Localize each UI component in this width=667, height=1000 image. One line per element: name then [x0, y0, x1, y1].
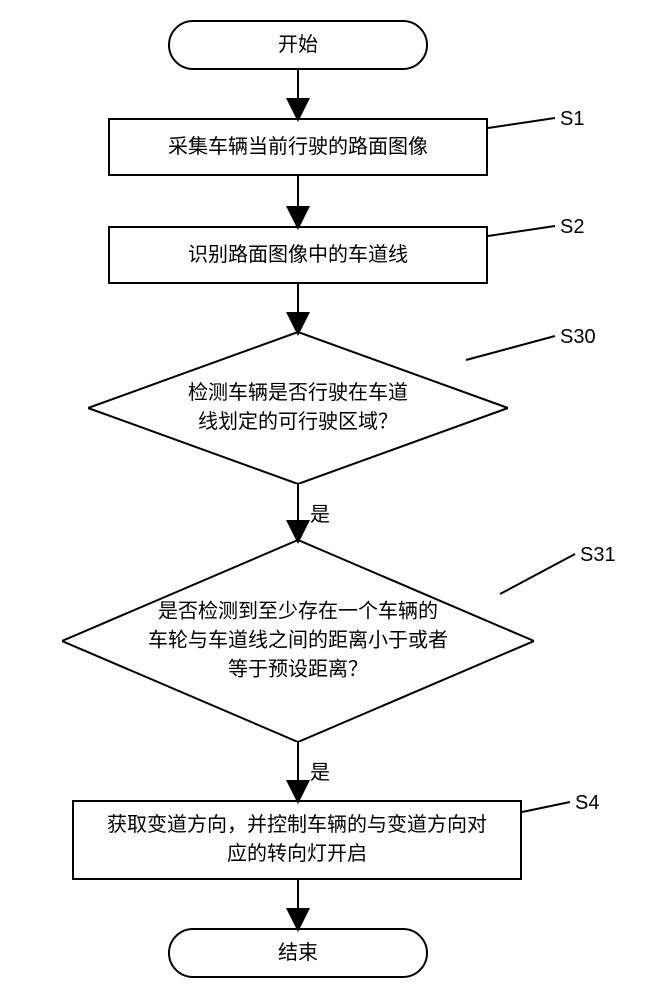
- s1-text: 采集车辆当前行驶的路面图像: [168, 133, 428, 162]
- step-label-s1: S1: [560, 108, 584, 131]
- edge-label-s30-yes: 是: [310, 498, 330, 527]
- decision-s31: 是否检测到至少存在一个车辆的车轮与车道线之间的距离小于或者等于预设距离？: [62, 540, 534, 742]
- s2-text: 识别路面图像中的车道线: [188, 241, 408, 270]
- flow-start: 开始: [168, 20, 428, 70]
- s31-text: 是否检测到至少存在一个车辆的车轮与车道线之间的距离小于或者等于预设距离？: [148, 601, 448, 681]
- start-text: 开始: [278, 31, 318, 60]
- s30-text: 检测车辆是否行驶在车道线划定的可行驶区域？: [188, 382, 408, 433]
- step-label-s4: S4: [575, 792, 599, 815]
- process-s2: 识别路面图像中的车道线: [108, 226, 488, 284]
- flow-end: 结束: [168, 928, 428, 978]
- edge-label-s31-yes: 是: [310, 756, 330, 785]
- s4-text: 获取变道方向，并控制车辆的与变道方向对应的转向灯开启: [107, 811, 487, 869]
- decision-s30: 检测车辆是否行驶在车道线划定的可行驶区域？: [88, 332, 508, 484]
- step-label-s31: S31: [580, 544, 616, 567]
- process-s4: 获取变道方向，并控制车辆的与变道方向对应的转向灯开启: [72, 800, 522, 880]
- process-s1: 采集车辆当前行驶的路面图像: [108, 118, 488, 176]
- end-text: 结束: [278, 939, 318, 968]
- step-label-s30: S30: [560, 326, 596, 349]
- step-label-s2: S2: [560, 216, 584, 239]
